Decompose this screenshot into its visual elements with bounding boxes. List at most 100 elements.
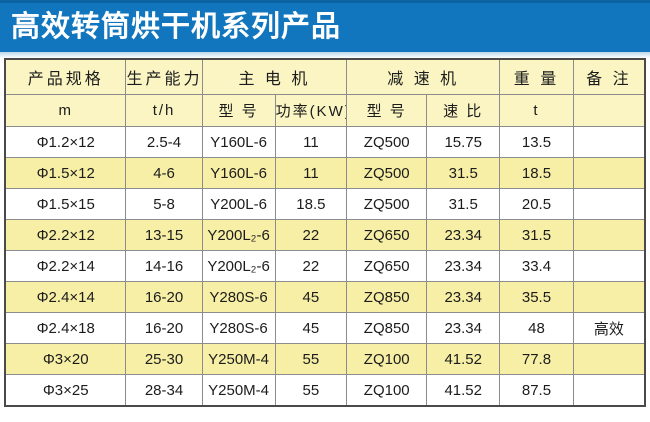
table-cell: 2.5-4 — [125, 126, 203, 158]
table-cell: 16-20 — [125, 281, 203, 313]
table-cell — [572, 188, 646, 220]
title-underline — [0, 52, 650, 58]
table-cell: 11 — [274, 126, 348, 158]
table-cell: 4-6 — [125, 157, 203, 189]
table-row: Φ1.2×12 2.5-4 Y160L-6 11 ZQ500 15.75 13.5 — [4, 126, 646, 158]
table-cell: ZQ100 — [346, 374, 428, 407]
table-cell: ZQ850 — [346, 312, 428, 344]
table-cell: 18.5 — [274, 188, 348, 220]
table-cell — [572, 250, 646, 282]
table-cell: 14-16 — [125, 250, 203, 282]
table-cell: 高效 — [572, 312, 646, 344]
table-cell — [572, 374, 646, 407]
page-title: 高效转筒烘干机系列产品 — [11, 11, 342, 43]
title-bar: 高效转筒烘干机系列产品 — [0, 0, 650, 52]
column-sub-header: m — [4, 94, 127, 127]
table-cell: Y200L-6 — [201, 188, 276, 220]
table-cell: 31.5 — [499, 219, 574, 251]
table-cell: 77.8 — [499, 343, 574, 375]
table-cell: Φ3×25 — [4, 374, 127, 407]
table-cell: ZQ850 — [346, 281, 428, 313]
table-cell: 11 — [274, 157, 348, 189]
product-spec-table: 产品规格 生产能力主 电 机减 速 机重 量备 注 m t/h 型 号功率(KW) 型 号… — [4, 58, 646, 407]
table-cell: Y280S-6 — [201, 281, 276, 313]
table-cell: 33.4 — [499, 250, 574, 282]
table-row: Φ3×25 28-34 Y250M-4 55 ZQ100 41.52 87.5 — [4, 374, 646, 407]
table-cell: 23.34 — [426, 219, 501, 251]
table-cell: 41.52 — [426, 374, 501, 407]
table-cell: 35.5 — [499, 281, 574, 313]
table-cell — [572, 343, 646, 375]
table-cell: ZQ500 — [346, 126, 428, 158]
table-cell: 15.75 — [426, 126, 501, 158]
table-cell — [572, 219, 646, 251]
table-row: Φ2.2×14 14-16 Y200L₂-6 22 ZQ650 23.34 33.4 — [4, 250, 646, 282]
table-row: Φ2.4×18 16-20 Y280S-6 45 ZQ850 23.34 48 高效 — [4, 312, 646, 344]
table-cell: ZQ500 — [346, 188, 428, 220]
column-sub-header: 型 号 — [346, 94, 428, 127]
table-cell: 23.34 — [426, 250, 501, 282]
table-cell: Φ2.2×12 — [4, 219, 127, 251]
table-cell: 55 — [274, 374, 348, 407]
table-cell: Φ1.5×12 — [4, 157, 127, 189]
table-cell: 22 — [274, 219, 348, 251]
table-cell — [572, 157, 646, 189]
column-group-header: 主 电 机 — [201, 58, 348, 95]
table-cell: 41.52 — [426, 343, 501, 375]
table-cell: Φ2.2×14 — [4, 250, 127, 282]
table-cell: 25-30 — [125, 343, 203, 375]
column-group-header: 产品规格 — [4, 58, 127, 95]
table-cell: Y250M-4 — [201, 343, 276, 375]
column-group-header: 重 量 — [499, 58, 574, 95]
table-cell: Φ1.2×12 — [4, 126, 127, 158]
table-cell — [572, 281, 646, 313]
table-cell: 20.5 — [499, 188, 574, 220]
table-cell: Y200L₂-6 — [201, 219, 276, 251]
column-group-header: 生产能力 — [125, 58, 203, 95]
column-sub-header: 功率(KW) — [274, 94, 348, 127]
column-sub-header: t — [499, 94, 574, 127]
table-row: Φ1.5×12 4-6 Y160L-6 11 ZQ500 31.5 18.5 — [4, 157, 646, 189]
table-head: 产品规格 生产能力主 电 机减 速 机重 量备 注 m t/h 型 号功率(KW) 型 号… — [4, 58, 646, 127]
table-cell: 5-8 — [125, 188, 203, 220]
table-cell: ZQ500 — [346, 157, 428, 189]
table-cell: 45 — [274, 312, 348, 344]
table-cell: Y250M-4 — [201, 374, 276, 407]
table-row: Φ3×20 25-30 Y250M-4 55 ZQ100 41.52 77.8 — [4, 343, 646, 375]
table-cell: Y280S-6 — [201, 312, 276, 344]
column-sub-header: 速 比 — [426, 94, 501, 127]
table-cell: 23.34 — [426, 312, 501, 344]
table-cell: Φ1.5×15 — [4, 188, 127, 220]
table-cell: Y160L-6 — [201, 157, 276, 189]
table-cell: 13-15 — [125, 219, 203, 251]
table-cell: 87.5 — [499, 374, 574, 407]
header-group-row: 产品规格 生产能力主 电 机减 速 机重 量备 注 — [4, 58, 646, 95]
table-cell: 13.5 — [499, 126, 574, 158]
table-cell: 31.5 — [426, 188, 501, 220]
table-cell: 28-34 — [125, 374, 203, 407]
table-cell: 55 — [274, 343, 348, 375]
table-cell: Y200L₂-6 — [201, 250, 276, 282]
table-body: Φ1.2×12 2.5-4 Y160L-6 11 ZQ500 15.75 13.5 Φ1.5×… — [4, 126, 646, 407]
table-cell: 48 — [499, 312, 574, 344]
table-cell: Φ2.4×14 — [4, 281, 127, 313]
table-cell: 16-20 — [125, 312, 203, 344]
column-group-header: 备 注 — [572, 58, 646, 95]
table-cell: 18.5 — [499, 157, 574, 189]
table-row: Φ2.2×12 13-15 Y200L₂-6 22 ZQ650 23.34 31.5 — [4, 219, 646, 251]
table-row: Φ2.4×14 16-20 Y280S-6 45 ZQ850 23.34 35.5 — [4, 281, 646, 313]
table-cell: 31.5 — [426, 157, 501, 189]
table-cell: Φ2.4×18 — [4, 312, 127, 344]
table-cell — [572, 126, 646, 158]
table-cell: ZQ650 — [346, 219, 428, 251]
column-sub-header — [572, 94, 646, 127]
column-sub-header: t/h — [125, 94, 203, 127]
table-cell: Φ3×20 — [4, 343, 127, 375]
table-cell: ZQ100 — [346, 343, 428, 375]
table-cell: 22 — [274, 250, 348, 282]
table-cell: ZQ650 — [346, 250, 428, 282]
column-group-header: 减 速 机 — [346, 58, 501, 95]
column-sub-header: 型 号 — [201, 94, 276, 127]
